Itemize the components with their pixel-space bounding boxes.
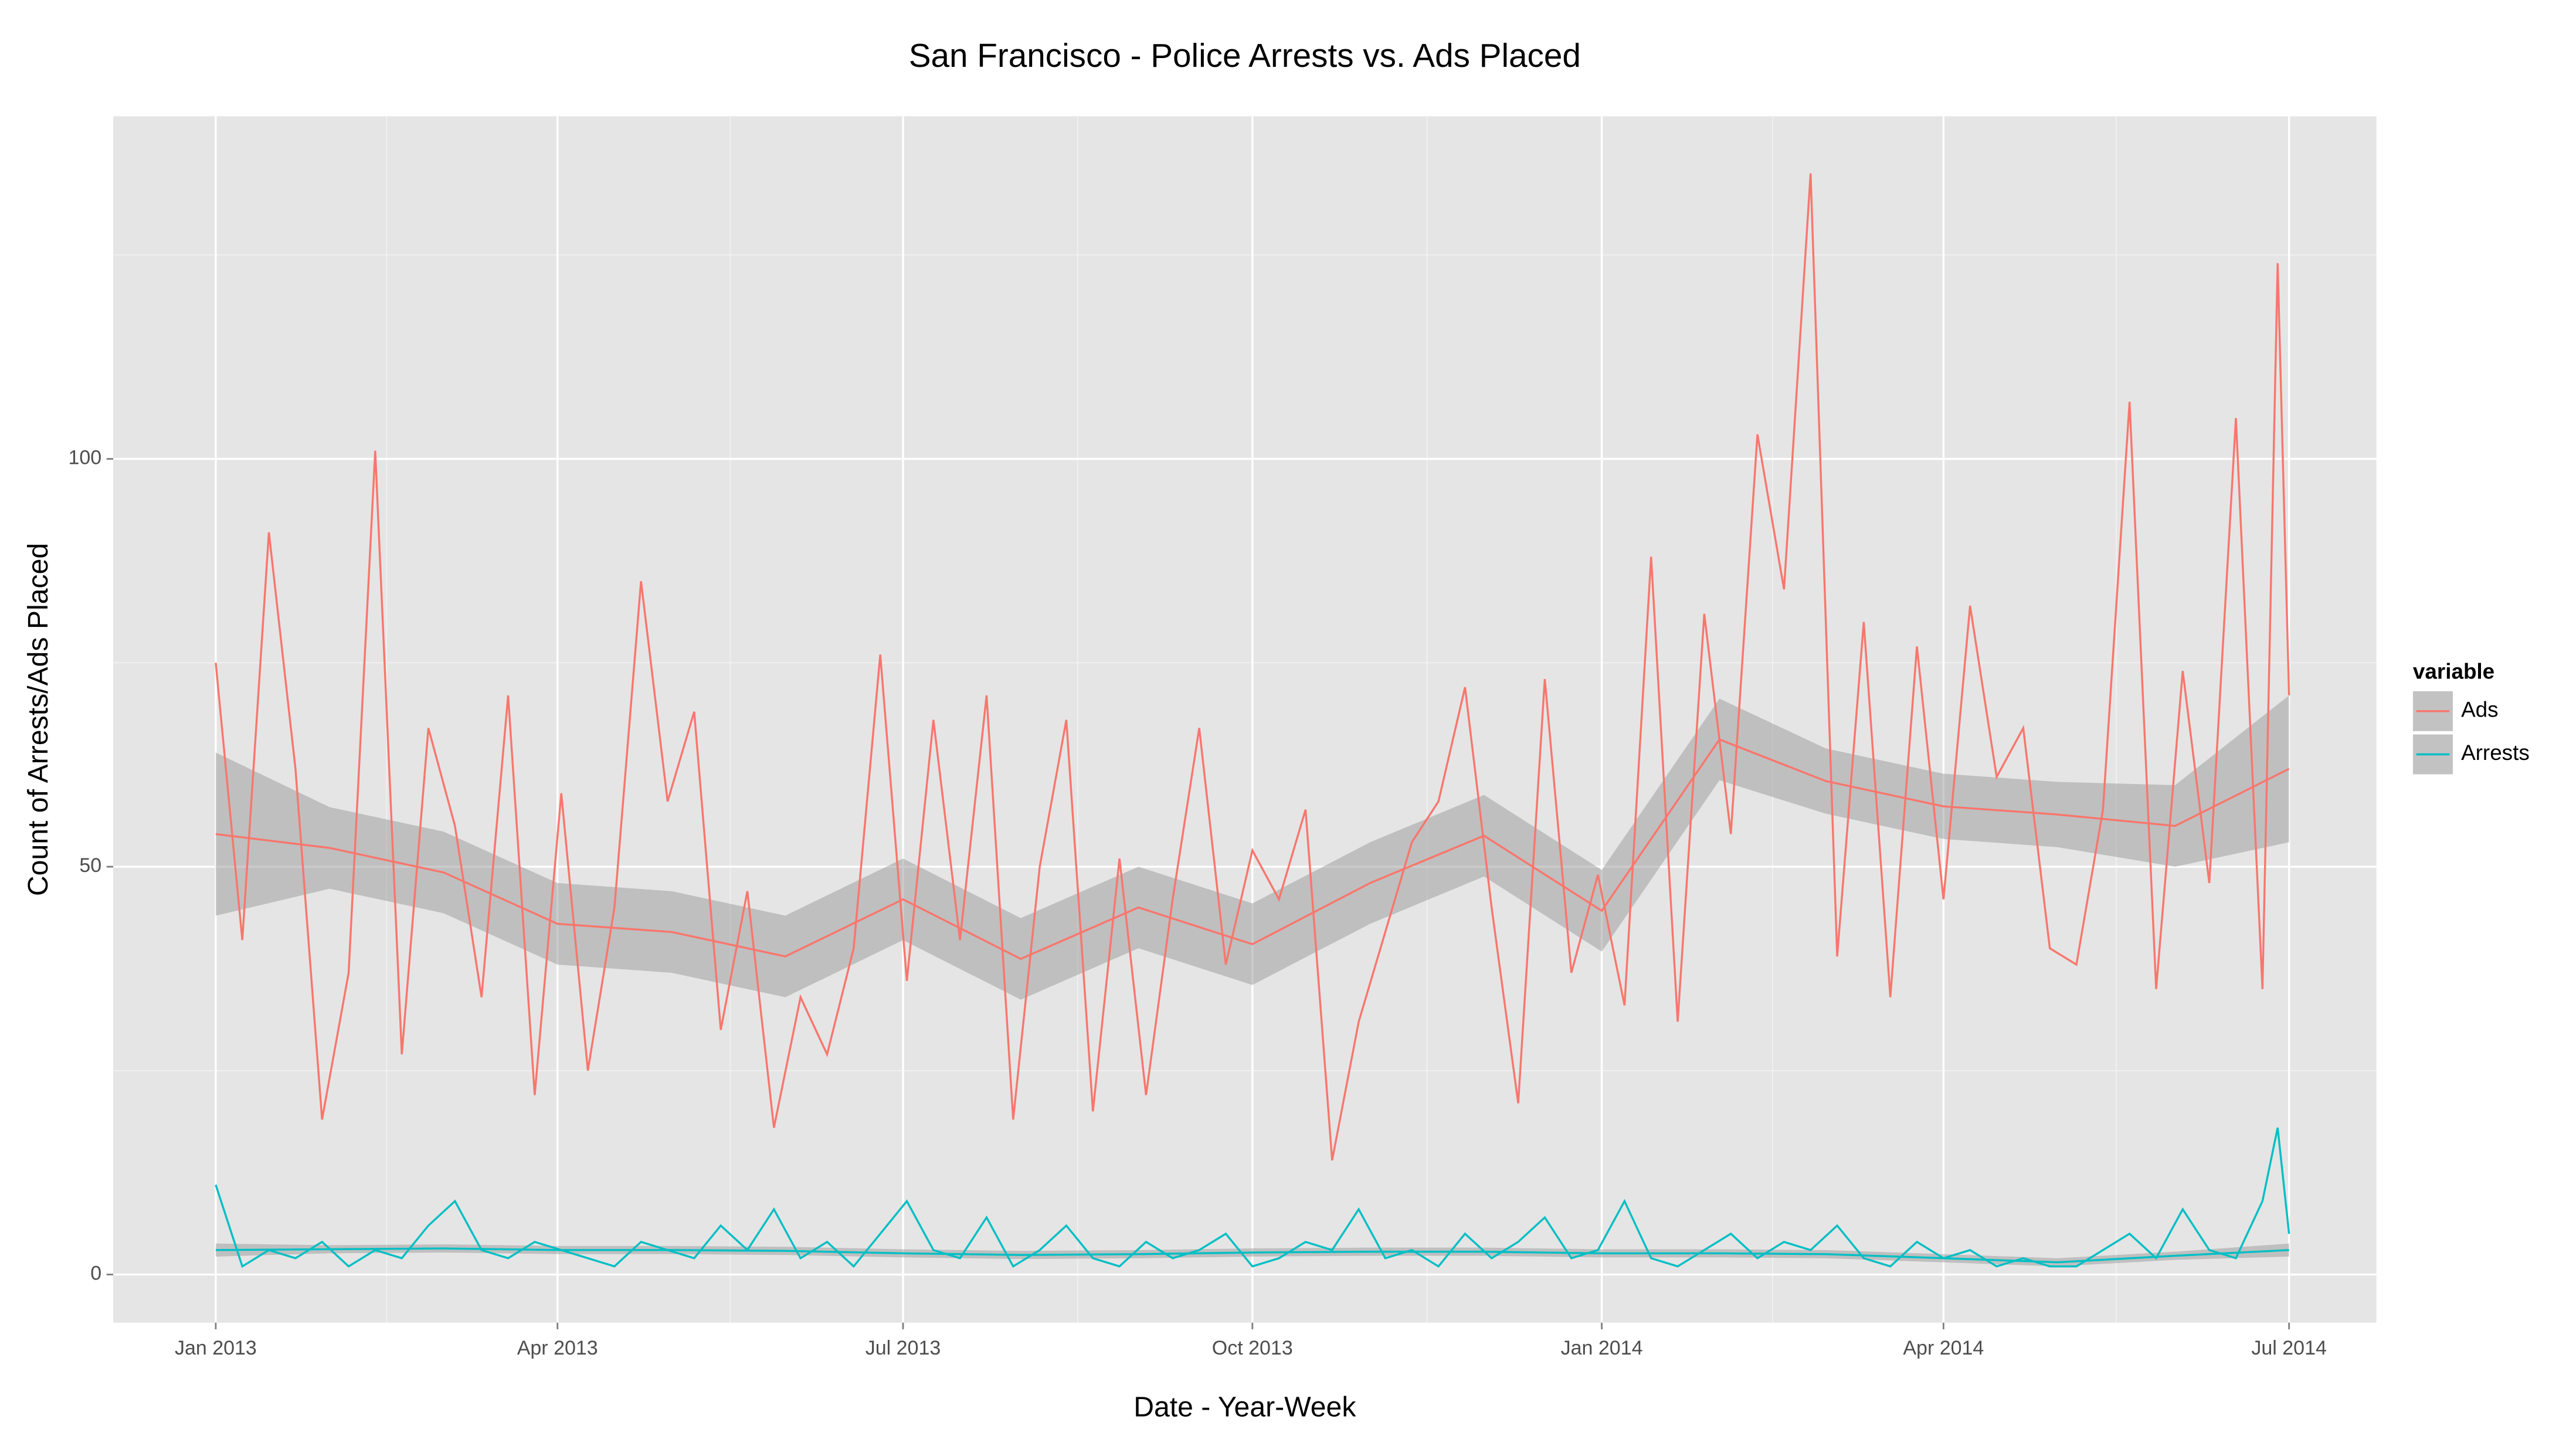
confidence-band <box>215 695 2289 1000</box>
x-tick-label: Jul 2013 <box>866 1337 941 1359</box>
y-tick-label: 0 <box>90 1262 101 1285</box>
smooth-line <box>215 1247 2289 1264</box>
y-tick-label: 100 <box>68 447 101 469</box>
marks <box>215 173 2290 1268</box>
x-tick-label: Jan 2014 <box>1561 1337 1643 1359</box>
data-line <box>215 173 2290 1161</box>
legend-label: Arrests <box>2461 741 2530 765</box>
x-tick-label: Oct 2013 <box>1212 1337 1293 1359</box>
legend-title: variable <box>2413 659 2494 683</box>
confidence-band <box>215 1243 2289 1267</box>
smooth-line <box>215 738 2290 960</box>
legend: variable Ads Arrests <box>2412 659 2530 775</box>
chart-title: San Francisco - Police Arrests vs. Ads P… <box>909 38 1581 74</box>
plot-background <box>113 116 2377 1323</box>
x-tick-label: Jan 2013 <box>175 1337 257 1359</box>
x-axis-title: Date - Year-Week <box>1133 1391 1356 1423</box>
y-tick-label: 50 <box>79 854 101 877</box>
x-tick-label: Apr 2014 <box>1903 1337 1984 1359</box>
x-tick-label: Apr 2013 <box>517 1337 598 1359</box>
legend-label: Ads <box>2461 698 2498 722</box>
x-tick-label: Jul 2014 <box>2251 1337 2327 1359</box>
y-axis-title: Count of Arrests/Ads Placed <box>22 543 54 896</box>
data-line <box>215 1127 2290 1268</box>
